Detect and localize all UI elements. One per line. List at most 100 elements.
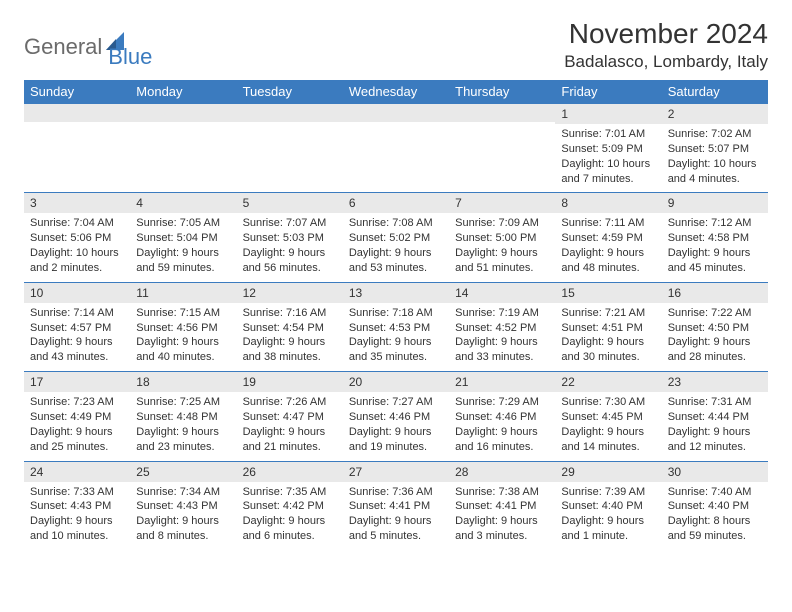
sunrise-text: Sunrise: 7:04 AM [30, 216, 124, 231]
day-cell: 6Sunrise: 7:08 AMSunset: 5:02 PMDaylight… [343, 193, 449, 282]
sunset-text: Sunset: 5:03 PM [243, 231, 337, 246]
day-cell: 4Sunrise: 7:05 AMSunset: 5:04 PMDaylight… [130, 193, 236, 282]
day-content: Sunrise: 7:16 AMSunset: 4:54 PMDaylight:… [237, 303, 343, 371]
day-content: Sunrise: 7:18 AMSunset: 4:53 PMDaylight:… [343, 303, 449, 371]
daylight-text: Daylight: 9 hours and 1 minute. [561, 514, 655, 544]
header-tuesday: Tuesday [237, 80, 343, 104]
day-content: Sunrise: 7:05 AMSunset: 5:04 PMDaylight:… [130, 213, 236, 281]
sunrise-text: Sunrise: 7:25 AM [136, 395, 230, 410]
day-cell: 30Sunrise: 7:40 AMSunset: 4:40 PMDayligh… [662, 461, 768, 550]
day-content [449, 122, 555, 184]
day-content: Sunrise: 7:19 AMSunset: 4:52 PMDaylight:… [449, 303, 555, 371]
daylight-text: Daylight: 10 hours and 7 minutes. [561, 157, 655, 187]
week-row: 24Sunrise: 7:33 AMSunset: 4:43 PMDayligh… [24, 461, 768, 550]
daylight-text: Daylight: 9 hours and 6 minutes. [243, 514, 337, 544]
location: Badalasco, Lombardy, Italy [564, 52, 768, 72]
day-number: 10 [24, 283, 130, 303]
month-title: November 2024 [564, 18, 768, 50]
sunset-text: Sunset: 4:41 PM [455, 499, 549, 514]
day-content [24, 122, 130, 184]
day-number: 2 [662, 104, 768, 124]
day-content: Sunrise: 7:38 AMSunset: 4:41 PMDaylight:… [449, 482, 555, 550]
page-header: General Blue November 2024 Badalasco, Lo… [24, 18, 768, 72]
daylight-text: Daylight: 9 hours and 30 minutes. [561, 335, 655, 365]
day-content: Sunrise: 7:09 AMSunset: 5:00 PMDaylight:… [449, 213, 555, 281]
sunrise-text: Sunrise: 7:16 AM [243, 306, 337, 321]
daylight-text: Daylight: 9 hours and 3 minutes. [455, 514, 549, 544]
day-content: Sunrise: 7:33 AMSunset: 4:43 PMDaylight:… [24, 482, 130, 550]
day-content: Sunrise: 7:21 AMSunset: 4:51 PMDaylight:… [555, 303, 661, 371]
sunset-text: Sunset: 4:54 PM [243, 321, 337, 336]
day-cell [237, 104, 343, 193]
day-cell: 14Sunrise: 7:19 AMSunset: 4:52 PMDayligh… [449, 282, 555, 371]
sunset-text: Sunset: 4:52 PM [455, 321, 549, 336]
daylight-text: Daylight: 9 hours and 38 minutes. [243, 335, 337, 365]
sunset-text: Sunset: 4:47 PM [243, 410, 337, 425]
day-number: 19 [237, 372, 343, 392]
day-cell: 16 Sunrise: 7:22 AMSunset: 4:50 PMDayligh… [662, 282, 768, 371]
day-content: Sunrise: 7:35 AMSunset: 4:42 PMDaylight:… [237, 482, 343, 550]
day-content: Sunrise: 7:40 AMSunset: 4:40 PMDaylight:… [662, 482, 768, 550]
day-number: 3 [24, 193, 130, 213]
sunset-text: Sunset: 4:41 PM [349, 499, 443, 514]
sunset-text: Sunset: 4:53 PM [349, 321, 443, 336]
day-number: 30 [662, 462, 768, 482]
day-cell: 23Sunrise: 7:31 AMSunset: 4:44 PMDayligh… [662, 372, 768, 461]
sunrise-text: Sunrise: 7:19 AM [455, 306, 549, 321]
day-number [343, 104, 449, 122]
sunset-text: Sunset: 5:06 PM [30, 231, 124, 246]
day-cell: 13Sunrise: 7:18 AMSunset: 4:53 PMDayligh… [343, 282, 449, 371]
daylight-text: Daylight: 9 hours and 25 minutes. [30, 425, 124, 455]
day-cell: 27Sunrise: 7:36 AMSunset: 4:41 PMDayligh… [343, 461, 449, 550]
day-content: Sunrise: 7:04 AMSunset: 5:06 PMDaylight:… [24, 213, 130, 281]
day-content: Sunrise: 7:30 AMSunset: 4:45 PMDaylight:… [555, 392, 661, 460]
sunset-text: Sunset: 4:43 PM [136, 499, 230, 514]
day-cell: 18 Sunrise: 7:25 AMSunset: 4:48 PMDayligh… [130, 372, 236, 461]
header-friday: Friday [555, 80, 661, 104]
sunset-text: Sunset: 4:46 PM [349, 410, 443, 425]
daylight-text: Daylight: 9 hours and 28 minutes. [668, 335, 762, 365]
sunset-text: Sunset: 4:50 PM [668, 321, 762, 336]
daylight-text: Daylight: 8 hours and 59 minutes. [668, 514, 762, 544]
day-cell: 12Sunrise: 7:16 AMSunset: 4:54 PMDayligh… [237, 282, 343, 371]
day-number: 18 [130, 372, 236, 392]
sunrise-text: Sunrise: 7:36 AM [349, 485, 443, 500]
daylight-text: Daylight: 9 hours and 12 minutes. [668, 425, 762, 455]
daylight-text: Daylight: 10 hours and 2 minutes. [30, 246, 124, 276]
sunrise-text: Sunrise: 7:30 AM [561, 395, 655, 410]
sunset-text: Sunset: 5:02 PM [349, 231, 443, 246]
header-thursday: Thursday [449, 80, 555, 104]
day-content: Sunrise: 7:23 AMSunset: 4:49 PMDaylight:… [24, 392, 130, 460]
daylight-text: Daylight: 9 hours and 8 minutes. [136, 514, 230, 544]
day-cell: 17Sunrise: 7:23 AMSunset: 4:49 PMDayligh… [24, 372, 130, 461]
sunrise-text: Sunrise: 7:40 AM [668, 485, 762, 500]
day-cell: 10Sunrise: 7:14 AMSunset: 4:57 PMDayligh… [24, 282, 130, 371]
sunrise-text: Sunrise: 7:01 AM [561, 127, 655, 142]
day-header-row: Sunday Monday Tuesday Wednesday Thursday… [24, 80, 768, 104]
day-number: 6 [343, 193, 449, 213]
sunrise-text: Sunrise: 7:31 AM [668, 395, 762, 410]
sunset-text: Sunset: 5:07 PM [668, 142, 762, 157]
daylight-text: Daylight: 9 hours and 23 minutes. [136, 425, 230, 455]
sunset-text: Sunset: 4:42 PM [243, 499, 337, 514]
day-number: 16 [662, 283, 768, 303]
day-number: 26 [237, 462, 343, 482]
day-number: 14 [449, 283, 555, 303]
week-row: 10Sunrise: 7:14 AMSunset: 4:57 PMDayligh… [24, 282, 768, 371]
sunset-text: Sunset: 4:43 PM [30, 499, 124, 514]
sunset-text: Sunset: 4:48 PM [136, 410, 230, 425]
day-number: 5 [237, 193, 343, 213]
day-content: Sunrise: 7:08 AMSunset: 5:02 PMDaylight:… [343, 213, 449, 281]
week-row: 3Sunrise: 7:04 AMSunset: 5:06 PMDaylight… [24, 193, 768, 282]
day-cell: 9Sunrise: 7:12 AMSunset: 4:58 PMDaylight… [662, 193, 768, 282]
day-number: 1 [555, 104, 661, 124]
day-number: 17 [24, 372, 130, 392]
day-content: Sunrise: 7:14 AMSunset: 4:57 PMDaylight:… [24, 303, 130, 371]
sunrise-text: Sunrise: 7:23 AM [30, 395, 124, 410]
daylight-text: Daylight: 9 hours and 56 minutes. [243, 246, 337, 276]
day-cell: 11Sunrise: 7:15 AMSunset: 4:56 PMDayligh… [130, 282, 236, 371]
day-cell: 1Sunrise: 7:01 AMSunset: 5:09 PMDaylight… [555, 104, 661, 193]
day-content: Sunrise: 7:15 AMSunset: 4:56 PMDaylight:… [130, 303, 236, 371]
sunrise-text: Sunrise: 7:22 AM [668, 306, 762, 321]
sunset-text: Sunset: 4:40 PM [668, 499, 762, 514]
